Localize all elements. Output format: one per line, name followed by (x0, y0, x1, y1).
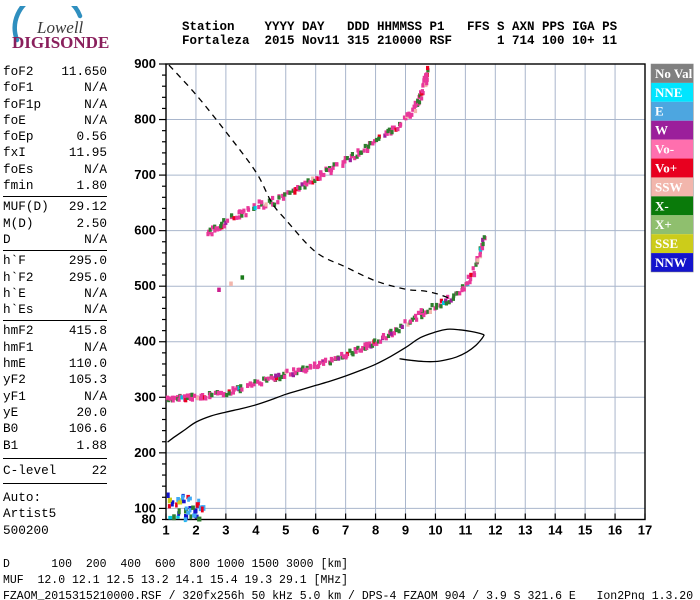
svg-text:16: 16 (608, 523, 622, 538)
svg-text:14: 14 (548, 523, 563, 538)
svg-text:2: 2 (192, 523, 199, 538)
svg-text:300: 300 (134, 389, 156, 404)
svg-text:17: 17 (638, 523, 652, 538)
svg-text:7: 7 (342, 523, 349, 538)
svg-text:NNW: NNW (655, 255, 687, 270)
svg-text:SSE: SSE (655, 236, 678, 251)
svg-text:6: 6 (312, 523, 319, 538)
svg-text:900: 900 (134, 56, 156, 71)
svg-text:Vo-: Vo- (655, 142, 674, 157)
svg-text:9: 9 (402, 523, 409, 538)
svg-text:700: 700 (134, 167, 156, 182)
svg-text:W: W (655, 123, 668, 138)
svg-text:11: 11 (459, 523, 473, 538)
svg-text:80: 80 (142, 512, 156, 527)
svg-text:3: 3 (222, 523, 229, 538)
svg-text:SSW: SSW (655, 179, 682, 194)
svg-text:400: 400 (134, 334, 156, 349)
svg-text:1: 1 (162, 523, 169, 538)
svg-text:X-: X- (655, 198, 669, 213)
svg-text:No Val: No Val (655, 66, 693, 81)
svg-text:13: 13 (518, 523, 532, 538)
svg-text:600: 600 (134, 223, 156, 238)
svg-text:4: 4 (252, 523, 260, 538)
svg-text:Vo+: Vo+ (655, 160, 677, 175)
svg-text:15: 15 (578, 523, 592, 538)
svg-text:5: 5 (282, 523, 289, 538)
svg-text:500: 500 (134, 278, 156, 293)
svg-text:NNE: NNE (655, 85, 682, 100)
svg-text:10: 10 (428, 523, 442, 538)
svg-text:X+: X+ (655, 217, 672, 232)
svg-text:800: 800 (134, 112, 156, 127)
svg-text:8: 8 (372, 523, 379, 538)
svg-text:E: E (655, 104, 664, 119)
svg-text:200: 200 (134, 445, 156, 460)
svg-text:12: 12 (488, 523, 502, 538)
